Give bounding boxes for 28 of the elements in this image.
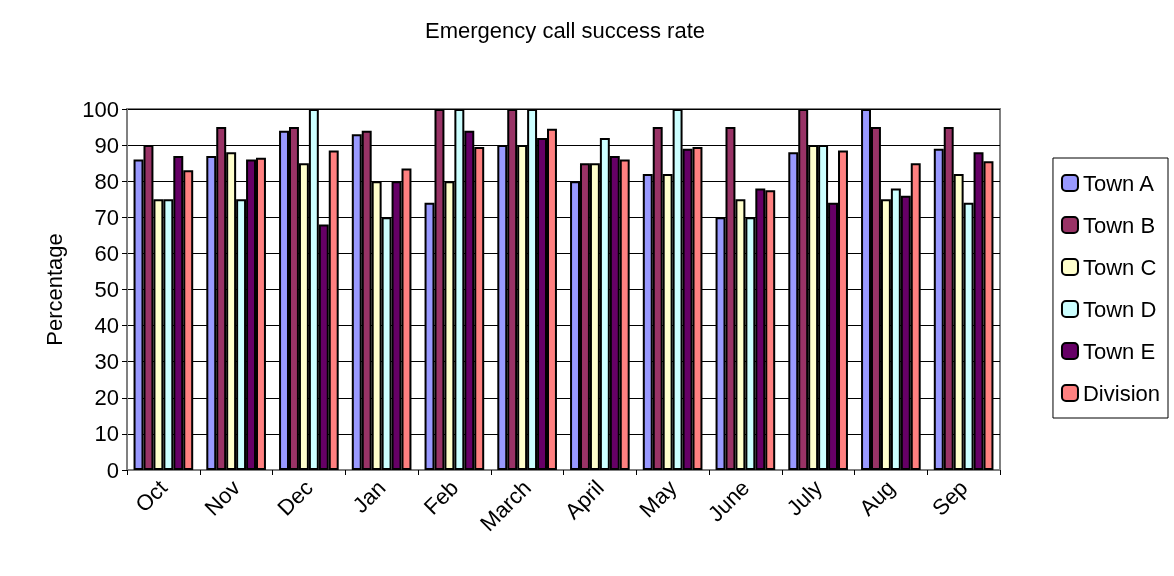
legend-label: Town C — [1082, 254, 1157, 280]
chart-title: Emergency call success rate — [425, 17, 705, 43]
y-tick-label: 70 — [94, 204, 119, 230]
x-tick-label: July — [781, 475, 827, 521]
y-tick-label: 20 — [94, 385, 119, 411]
y-tick-label: 30 — [94, 349, 119, 375]
y-tick-label: 60 — [94, 240, 119, 266]
y-tick-label: 50 — [94, 277, 119, 302]
y-tick-label: 40 — [94, 313, 119, 339]
legend-label: Town E — [1082, 338, 1156, 364]
x-tick-label: Dec — [272, 475, 318, 521]
legend-label: Town B — [1082, 212, 1156, 238]
x-tick-label: Feb — [418, 475, 464, 520]
legend-label: Division — [1082, 380, 1161, 406]
x-tick-label: Sep — [927, 475, 973, 521]
x-tick-label: Jan — [347, 475, 391, 518]
y-tick-label: 90 — [94, 132, 119, 158]
y-tick-label: 10 — [94, 421, 119, 447]
y-tick-label: 100 — [82, 96, 119, 122]
legend-label: Town D — [1082, 296, 1157, 322]
x-tick-label: May — [634, 475, 682, 523]
y-axis-title: Percentage — [41, 233, 67, 346]
y-tick-label: 0 — [106, 457, 119, 483]
y-tick-label: 80 — [94, 168, 119, 194]
x-tick-label: Oct — [130, 475, 173, 518]
x-tick-label: Aug — [854, 475, 900, 521]
legend-label: Town A — [1082, 170, 1155, 196]
x-tick-label: Nov — [199, 475, 245, 521]
